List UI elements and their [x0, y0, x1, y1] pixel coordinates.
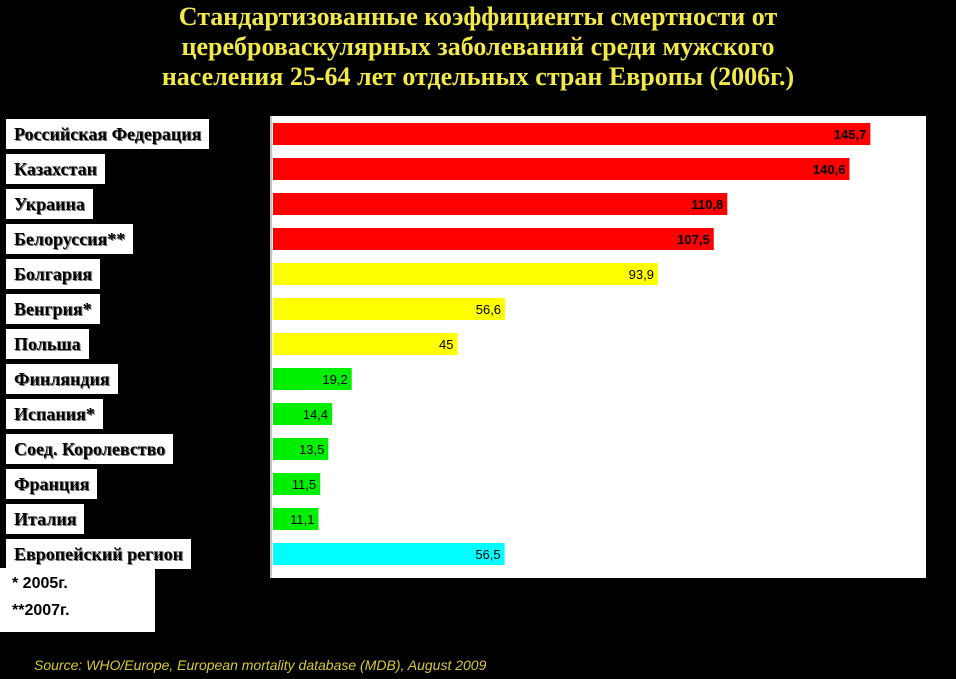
- bar-chart: 145,7 140,6 110,8 107,5 93,9 56,6 45 19,2 14,4 13…: [270, 116, 871, 578]
- category-label: Испания*: [6, 399, 103, 429]
- bar: [273, 193, 728, 215]
- data-label: 56,5: [475, 547, 500, 562]
- category-label: Европейский регион: [6, 539, 191, 569]
- bar: [273, 298, 506, 320]
- category-label: Белоруссия**: [6, 224, 134, 254]
- bar: [273, 158, 850, 180]
- data-label: 11,1: [290, 512, 314, 527]
- bar: [273, 508, 319, 530]
- note-2007: **2007г.: [12, 602, 70, 619]
- data-label: 93,9: [629, 267, 654, 282]
- title-line-1: Стандартизованные коэффициенты смертност…: [178, 2, 778, 31]
- bar: [273, 333, 458, 355]
- plot-area: 145,7 140,6 110,8 107,5 93,9 56,6 45 19,2 14,4 13…: [270, 116, 926, 578]
- category-label: Италия: [6, 504, 85, 534]
- data-label: 19,2: [322, 372, 347, 387]
- category-label: Российская Федерация: [6, 119, 210, 149]
- bar: [273, 368, 352, 390]
- category-label: Казахстан: [6, 154, 105, 184]
- data-label: 107,5: [677, 232, 710, 247]
- bar: [273, 263, 658, 285]
- data-label: 140,6: [813, 162, 846, 177]
- chart-title: Стандартизованные коэффициенты смертност…: [0, 2, 956, 92]
- category-label: Франция: [6, 469, 98, 499]
- category-label: Венгрия*: [6, 294, 100, 324]
- source-text: Source: WHO/Europe, European mortality d…: [34, 657, 487, 673]
- data-label: 110,8: [691, 197, 723, 212]
- bar: [273, 543, 505, 565]
- data-label: 56,6: [476, 302, 501, 317]
- title-line-2: цереброваскулярных заболеваний среди муж…: [181, 32, 775, 61]
- category-label: Польша: [6, 329, 89, 359]
- note-2005: * 2005г.: [12, 575, 68, 592]
- bar: [273, 123, 871, 145]
- data-label: 13,5: [299, 442, 324, 457]
- bar: [273, 438, 329, 460]
- data-label: 145,7: [834, 127, 867, 142]
- data-label: 11,5: [292, 477, 316, 492]
- category-label: Украина: [6, 189, 93, 219]
- category-label: Болгария: [6, 259, 101, 289]
- title-line-3: населения 25-64 лет отдельных стран Евро…: [161, 62, 795, 91]
- data-label: 14,4: [303, 407, 328, 422]
- data-label: 45: [439, 337, 453, 352]
- bar: [273, 228, 714, 250]
- bar: [273, 473, 321, 495]
- category-label: Финляндия: [6, 364, 118, 394]
- bar: [273, 403, 333, 425]
- notes-box: * 2005г. **2007г.: [0, 568, 155, 632]
- category-label: Соед. Королевство: [6, 434, 174, 464]
